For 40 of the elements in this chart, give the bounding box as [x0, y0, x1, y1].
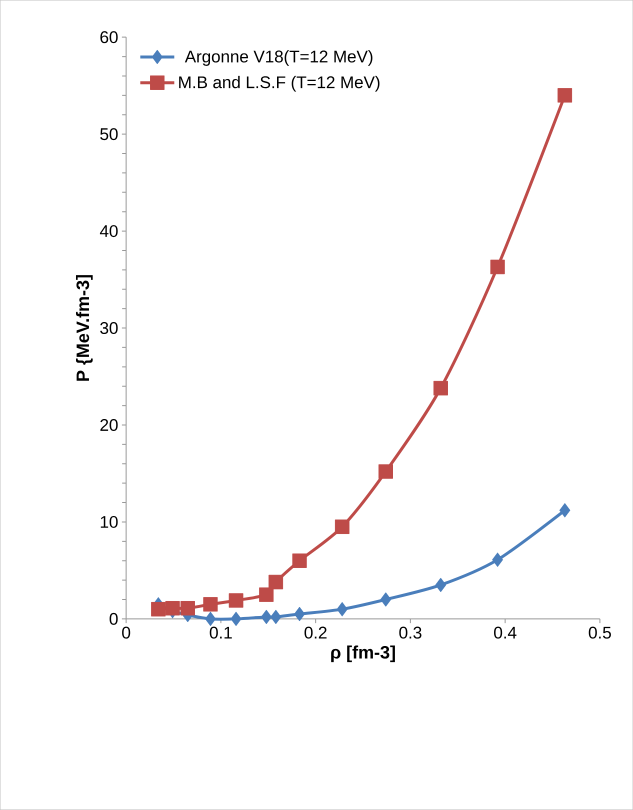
point [260, 610, 272, 624]
point [165, 600, 180, 616]
x-tick-label: 0.3 [399, 626, 422, 639]
x-tick-label: 0.4 [494, 626, 516, 639]
point [380, 592, 392, 607]
point [151, 602, 166, 616]
x-axis-title: ρ [fm-3] [331, 645, 395, 662]
point [490, 260, 505, 274]
point [558, 88, 572, 103]
x-tick-label: 0.5 [588, 626, 611, 639]
point [268, 574, 284, 590]
legend-label: M.B and L.S.F (T=12 MeV) [179, 76, 380, 92]
point [559, 503, 570, 518]
point [204, 612, 216, 626]
point [259, 587, 274, 602]
y-tick-label: 50 [100, 128, 118, 140]
y-tick-label: 60 [100, 31, 118, 44]
point [435, 578, 446, 592]
legend-label: Argonne V18(T=12 MeV) [184, 50, 372, 66]
point [334, 520, 350, 534]
x-tick-label: 0.1 [210, 626, 232, 639]
point [230, 612, 242, 626]
point [336, 602, 348, 616]
point [270, 610, 282, 624]
y-tick-label: 10 [100, 516, 118, 528]
point [433, 380, 448, 396]
x-tick-label: 0 [122, 626, 130, 639]
y-axis-title: P {MeV.fm-3] [76, 275, 93, 381]
point [294, 606, 305, 622]
y-tick-label: 40 [100, 225, 118, 238]
y-tick-label: 0 [110, 612, 118, 625]
point [203, 597, 218, 612]
x-tick-label: 0.2 [304, 626, 327, 639]
y-tick-label: 30 [100, 322, 118, 334]
point [378, 464, 393, 479]
point [492, 552, 504, 567]
point [292, 553, 307, 568]
point [180, 600, 195, 616]
y-tick-label: 20 [100, 418, 118, 431]
point [228, 593, 244, 608]
